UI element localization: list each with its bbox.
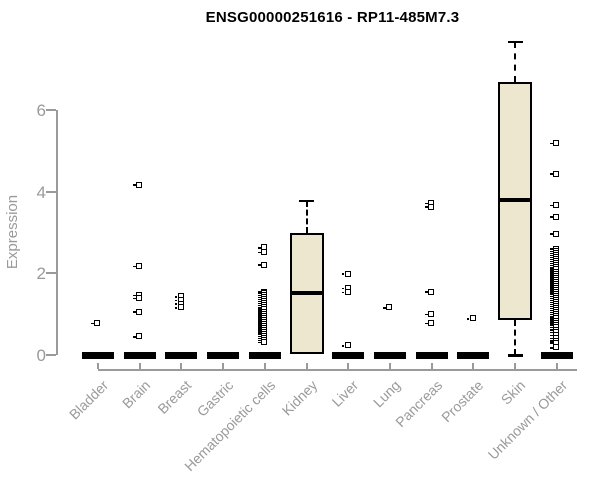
outlier-point bbox=[133, 308, 143, 315]
outlier-point bbox=[425, 320, 435, 327]
x-axis-tick bbox=[430, 363, 433, 369]
outlier-point bbox=[133, 295, 143, 302]
outlier-point bbox=[550, 140, 560, 147]
outlier-point bbox=[133, 263, 143, 270]
upper-whisker bbox=[514, 41, 517, 82]
outlier-point bbox=[133, 181, 143, 188]
x-axis-tick bbox=[263, 363, 266, 369]
x-axis-tick bbox=[222, 363, 225, 369]
outlier-point bbox=[258, 249, 268, 256]
outlier-point bbox=[341, 342, 351, 349]
y-axis-line bbox=[56, 110, 58, 355]
upper-whisker-cap bbox=[299, 199, 315, 203]
median-line bbox=[289, 290, 324, 296]
x-axis-tick bbox=[555, 363, 558, 369]
outlier-point bbox=[550, 170, 560, 177]
outlier-point bbox=[425, 288, 435, 295]
chart-title: ENSG00000251616 - RP11-485M7.3 bbox=[205, 9, 460, 26]
outlier-point bbox=[550, 230, 560, 237]
collapsed-box-at-zero bbox=[123, 351, 156, 359]
x-axis-line bbox=[98, 369, 577, 371]
x-axis-tick bbox=[514, 363, 517, 369]
lower-whisker bbox=[514, 319, 517, 355]
outlier-point bbox=[341, 289, 351, 296]
outlier-point bbox=[550, 344, 560, 351]
collapsed-box-at-zero bbox=[540, 351, 573, 359]
upper-whisker-cap bbox=[507, 40, 523, 44]
x-axis-tick bbox=[305, 363, 308, 369]
y-axis-tick bbox=[46, 109, 56, 112]
y-axis-label: Expression bbox=[4, 194, 21, 270]
collapsed-box-at-zero bbox=[248, 351, 281, 359]
collapsed-box-at-zero bbox=[207, 351, 240, 359]
outlier-point bbox=[174, 304, 184, 311]
outlier-point bbox=[258, 339, 268, 346]
outlier-point bbox=[258, 261, 268, 268]
y-tick-label: 6 bbox=[36, 101, 46, 121]
collapsed-box-at-zero bbox=[332, 351, 365, 359]
collapsed-box-at-zero bbox=[415, 351, 448, 359]
outlier-point bbox=[550, 213, 560, 220]
x-axis-tick bbox=[472, 363, 475, 369]
collapsed-box-at-zero bbox=[165, 351, 198, 359]
y-tick-label: 4 bbox=[36, 182, 46, 202]
collapsed-box-at-zero bbox=[457, 351, 490, 359]
y-tick-label: 0 bbox=[36, 346, 46, 365]
collapsed-box-at-zero bbox=[374, 351, 407, 359]
y-tick-label: 2 bbox=[36, 264, 46, 284]
x-axis-tick bbox=[347, 363, 350, 369]
lower-whisker-cap bbox=[507, 354, 523, 357]
outlier-point bbox=[133, 333, 143, 340]
y-axis-tick bbox=[46, 190, 56, 193]
outlier-point bbox=[383, 304, 393, 311]
median-line bbox=[498, 197, 533, 203]
x-axis-tick bbox=[389, 363, 392, 369]
outlier-point bbox=[425, 203, 435, 210]
x-axis-tick bbox=[180, 363, 183, 369]
outlier-point bbox=[341, 270, 351, 277]
outlier-point bbox=[466, 315, 476, 322]
collapsed-box-at-zero bbox=[82, 351, 114, 359]
outlier-point bbox=[91, 320, 101, 327]
y-axis-tick bbox=[46, 354, 56, 356]
x-axis-tick bbox=[138, 363, 141, 369]
outlier-point bbox=[550, 202, 560, 209]
x-axis-tick bbox=[97, 363, 99, 369]
outlier-point bbox=[425, 311, 435, 318]
y-axis-tick bbox=[46, 272, 56, 275]
upper-whisker bbox=[305, 200, 308, 234]
